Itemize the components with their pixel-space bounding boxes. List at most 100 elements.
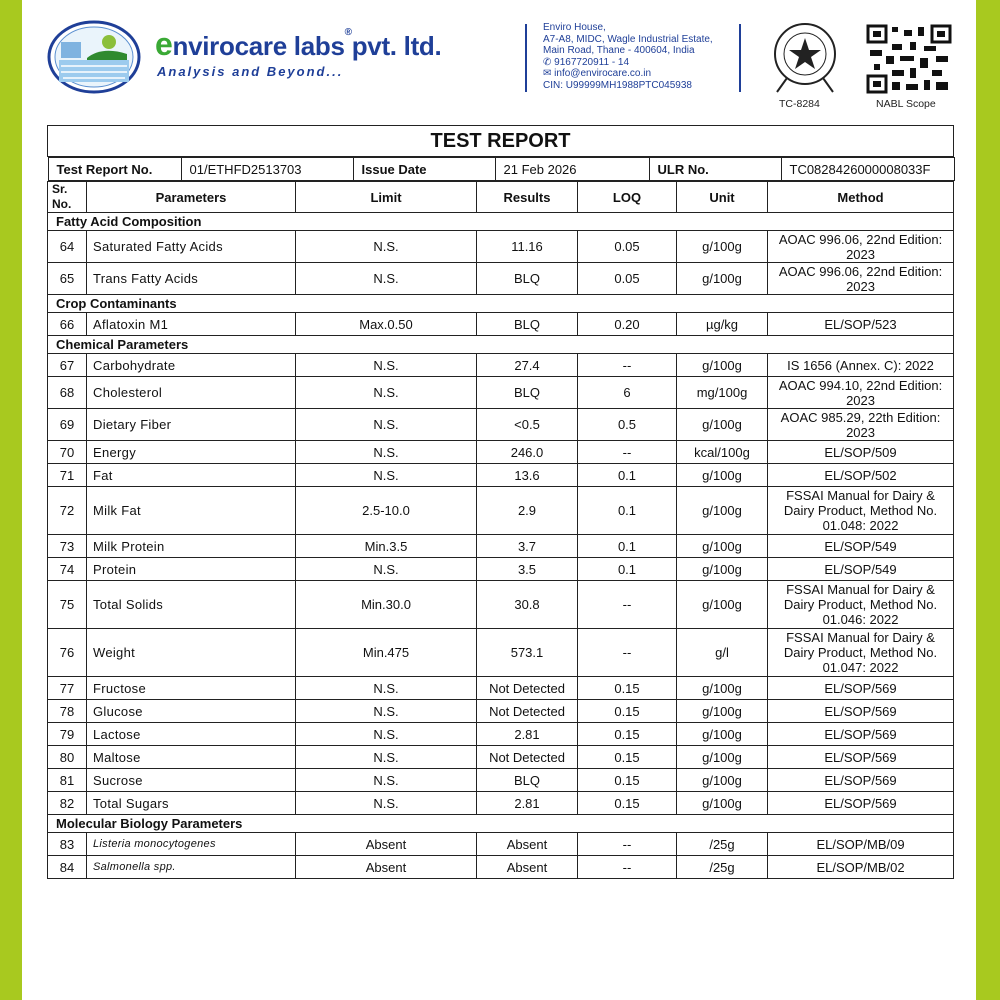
section-title: Crop Contaminants (46, 294, 955, 313)
limit: N.S. (295, 745, 477, 769)
loq: -- (577, 855, 677, 879)
unit: g/100g (676, 722, 768, 746)
tagline: Analysis and Beyond... (157, 64, 344, 79)
limit: Absent (295, 855, 477, 879)
col-unit: Unit (676, 181, 768, 213)
loq: 0.5 (577, 408, 677, 441)
loq: 0.1 (577, 486, 677, 535)
table-row: 83 Listeria monocytogenes Absent Absent --/2… (47, 832, 955, 856)
unit: g/100g (676, 408, 768, 441)
loq: -- (577, 628, 677, 677)
report-no-label: Test Report No. (47, 157, 182, 181)
section-header-row: Molecular Biology Parameters (46, 814, 955, 833)
result: BLQ (476, 312, 578, 336)
unit: µg/kg (676, 312, 768, 336)
brand-text: nvirocare labs (172, 31, 345, 61)
result: 2.81 (476, 722, 578, 746)
parameter: Protein (86, 557, 296, 581)
table-row: 75 Total Solids Min.30.0 30.8 -- g/100g FSSAI … (47, 580, 955, 629)
loq: -- (577, 580, 677, 629)
result: BLQ (476, 376, 578, 409)
table-row: 69 Dietary Fiber N.S. <0.5 0.5 g/100g AOAC 985… (47, 408, 955, 441)
brand-e: e (155, 26, 173, 62)
loq: 0.15 (577, 699, 677, 723)
result: Not Detected (476, 699, 578, 723)
method: EL/SOP/569 (766, 722, 955, 746)
table-row: 70 Energy N.S. 246.0 -- kcal/100g EL/SOP/509 (47, 440, 955, 464)
method: AOAC 996.06, 22nd Edition: 2023 (766, 262, 955, 295)
parameter: Total Sugars (86, 791, 296, 815)
loq: 0.05 (577, 262, 677, 295)
parameter: Glucose (86, 699, 296, 723)
method: EL/SOP/MB/02 (766, 855, 955, 879)
method: EL/SOP/569 (766, 791, 955, 815)
result: BLQ (476, 768, 578, 792)
sr-no: 70 (47, 440, 87, 464)
limit: Max.0.50 (295, 312, 477, 336)
result: Not Detected (476, 745, 578, 769)
phone-number: 9167720911 - 14 (554, 56, 630, 68)
sr-no: 71 (47, 463, 87, 487)
limit: N.S. (295, 722, 477, 746)
sr-no: 72 (47, 486, 87, 535)
result: Not Detected (476, 676, 578, 700)
accreditation-seal-icon (774, 23, 836, 93)
brand-name: envirocare labs®pvt. ltd. (155, 26, 442, 62)
sr-no: 83 (47, 832, 87, 856)
method: EL/SOP/569 (766, 676, 955, 700)
section-header-row: Chemical Parameters (46, 335, 955, 354)
parameter: Weight (86, 628, 296, 677)
unit: g/100g (676, 230, 768, 263)
result: <0.5 (476, 408, 578, 441)
table-row: 80 Maltose N.S. Not Detected 0.15 g/100g EL/SO… (47, 745, 955, 769)
test-report-table: TEST REPORT Test Report No. 01/ETHFD2513… (46, 125, 955, 879)
limit: N.S. (295, 699, 477, 723)
col-sr-no: Sr. No. (47, 181, 87, 213)
sr-no: 64 (47, 230, 87, 263)
result: 573.1 (476, 628, 578, 677)
limit: N.S. (295, 463, 477, 487)
address-line: Enviro House, (543, 22, 606, 33)
qr-code-icon[interactable] (866, 24, 952, 94)
parameter: Listeria monocytogenes (86, 832, 296, 856)
parameter: Milk Fat (86, 486, 296, 535)
method: IS 1656 (Annex. C): 2022 (766, 353, 955, 377)
sr-no: 77 (47, 676, 87, 700)
method: FSSAI Manual for Dairy & Dairy Product, … (766, 486, 955, 535)
method: FSSAI Manual for Dairy & Dairy Product, … (766, 628, 955, 677)
parameter: Milk Protein (86, 534, 296, 558)
unit: g/100g (676, 768, 768, 792)
sr-no: 84 (47, 855, 87, 879)
sr-no: 76 (47, 628, 87, 677)
issue-date-value: 21 Feb 2026 (494, 157, 650, 181)
report-title: TEST REPORT (46, 125, 955, 157)
result: Absent (476, 832, 578, 856)
result: 2.81 (476, 791, 578, 815)
section-title: Chemical Parameters (46, 335, 955, 354)
limit: Absent (295, 832, 477, 856)
ulr-label: ULR No. (648, 157, 782, 181)
parameter: Fat (86, 463, 296, 487)
table-row: 81 Sucrose N.S. BLQ 0.15 g/100g EL/SOP/569 (47, 768, 955, 792)
method: EL/SOP/MB/09 (766, 832, 955, 856)
unit: g/100g (676, 353, 768, 377)
left-accent-bar (0, 0, 22, 1000)
loq: 0.1 (577, 463, 677, 487)
parameter: Cholesterol (86, 376, 296, 409)
method: EL/SOP/569 (766, 745, 955, 769)
parameter: Trans Fatty Acids (86, 262, 296, 295)
limit: N.S. (295, 768, 477, 792)
unit: g/100g (676, 791, 768, 815)
method: EL/SOP/569 (766, 768, 955, 792)
limit: N.S. (295, 230, 477, 263)
envirocare-logo-icon (47, 20, 141, 94)
col-parameters: Parameters (86, 181, 296, 213)
result: 30.8 (476, 580, 578, 629)
parameter: Fructose (86, 676, 296, 700)
sr-no: 66 (47, 312, 87, 336)
table-row: 79 Lactose N.S. 2.81 0.15 g/100g EL/SOP/569 (47, 722, 955, 746)
loq: -- (577, 440, 677, 464)
address-line: A7-A8, MIDC, Wagle Industrial Estate, (543, 33, 713, 45)
parameter: Energy (86, 440, 296, 464)
method: EL/SOP/523 (766, 312, 955, 336)
